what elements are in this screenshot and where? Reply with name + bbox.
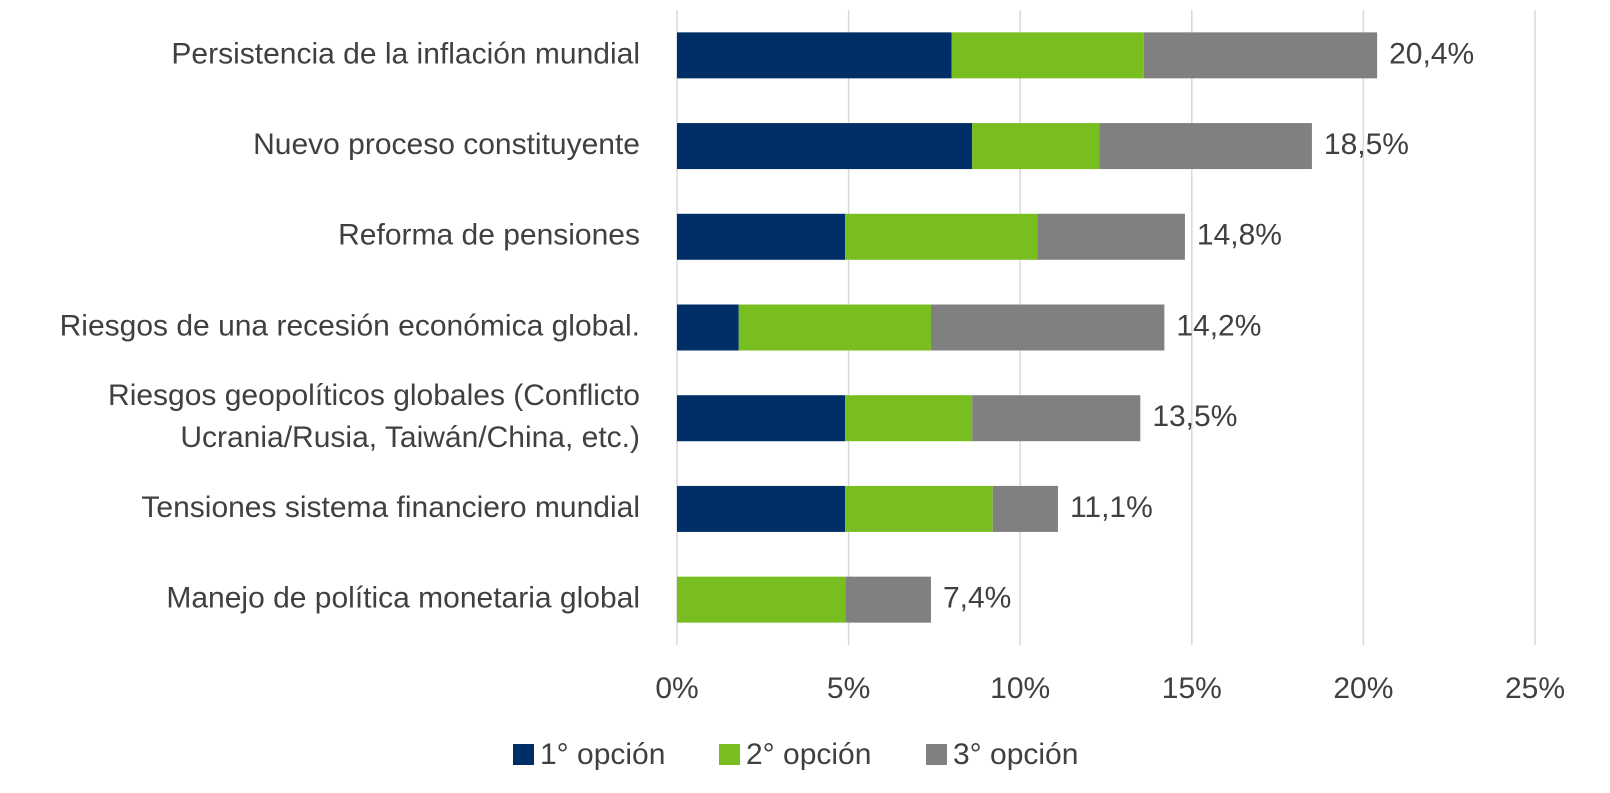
bar-segment xyxy=(677,395,846,442)
bar-segment xyxy=(677,576,846,623)
y-tick-label: Nuevo proceso constituyente xyxy=(253,128,640,161)
bar-segment xyxy=(951,32,1144,79)
total-label: 7,4% xyxy=(943,582,1011,615)
bar-segment xyxy=(992,485,1058,532)
legend-swatch xyxy=(719,744,740,765)
bar-segment xyxy=(677,123,973,170)
bar-segment xyxy=(845,485,993,532)
bar-segment xyxy=(845,576,931,623)
total-label: 13,5% xyxy=(1152,400,1237,433)
bar-segment xyxy=(738,304,931,351)
total-label: 14,8% xyxy=(1197,219,1282,252)
total-label: 18,5% xyxy=(1324,128,1409,161)
legend-swatch xyxy=(513,744,534,765)
x-tick-label: 25% xyxy=(1505,672,1565,705)
x-tick-label: 15% xyxy=(1162,672,1222,705)
bar-segment xyxy=(677,213,846,260)
x-tick-label: 10% xyxy=(990,672,1050,705)
bar-segment xyxy=(1037,213,1185,260)
x-tick-label: 5% xyxy=(827,672,870,705)
bar-segment xyxy=(930,304,1165,351)
total-label: 20,4% xyxy=(1389,37,1474,70)
bar-segment xyxy=(677,304,739,351)
bar-segment xyxy=(972,123,1100,170)
bar-segment xyxy=(1143,32,1378,79)
total-label: 11,1% xyxy=(1070,491,1153,524)
y-tick-label: Persistencia de la inflación mundial xyxy=(171,37,640,70)
legend-label: 1° opción xyxy=(540,738,665,771)
y-tick-label: Ucrania/Rusia, Taiwán/China, etc.) xyxy=(180,421,640,454)
x-tick-label: 20% xyxy=(1333,672,1393,705)
bar-segment xyxy=(845,213,1038,260)
bar-segment xyxy=(972,395,1141,442)
bar-segment xyxy=(677,32,952,79)
y-tick-label: Reforma de pensiones xyxy=(338,219,640,252)
y-tick-label: Riesgos geopolíticos globales (Conflicto xyxy=(108,379,640,412)
x-tick-label: 0% xyxy=(655,672,698,705)
bar-segment xyxy=(1099,123,1312,170)
total-label: 14,2% xyxy=(1176,309,1261,342)
y-tick-label: Riesgos de una recesión económica global… xyxy=(60,309,640,342)
y-tick-label: Tensiones sistema financiero mundial xyxy=(141,491,640,524)
bar-segment xyxy=(845,395,973,442)
legend-label: 2° opción xyxy=(746,738,871,771)
bar-segment xyxy=(677,485,846,532)
legend-label: 3° opción xyxy=(953,738,1078,771)
y-tick-label: Manejo de política monetaria global xyxy=(166,582,640,615)
legend-swatch xyxy=(926,744,947,765)
